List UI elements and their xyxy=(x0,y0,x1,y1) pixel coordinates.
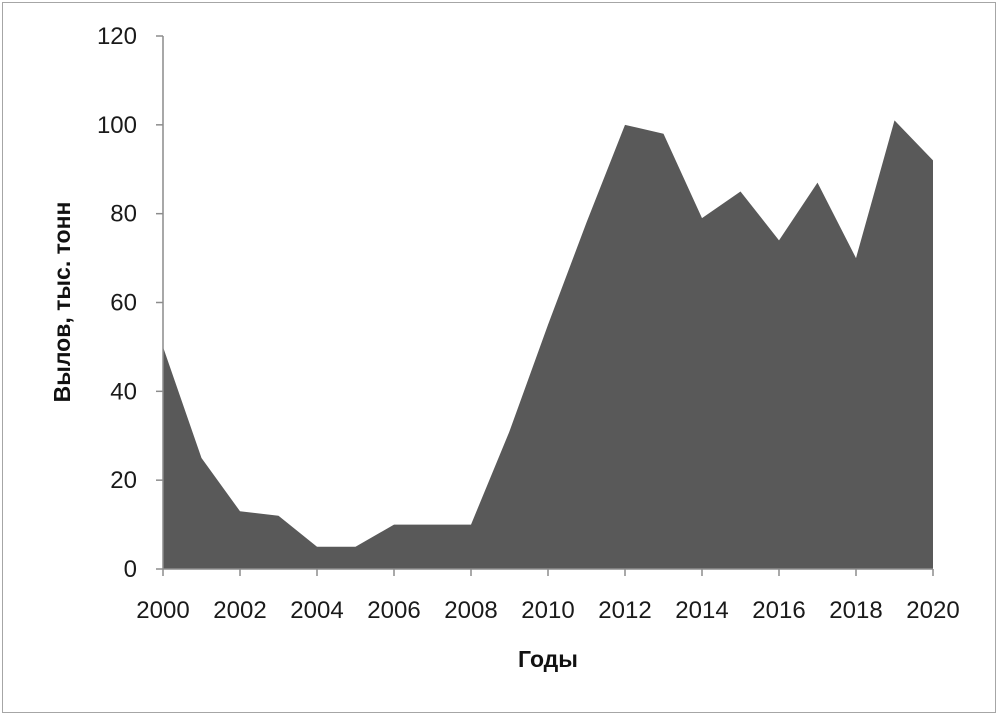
y-tick-label: 0 xyxy=(124,556,137,583)
y-tick-label: 80 xyxy=(110,201,137,228)
x-tick-label: 2010 xyxy=(521,597,574,624)
y-tick-label: 120 xyxy=(97,23,137,50)
y-axis-title: Вылов, тыс. тонн xyxy=(49,202,75,403)
y-tick-label: 40 xyxy=(110,378,137,405)
x-tick-label: 2002 xyxy=(213,597,266,624)
x-tick-label: 2014 xyxy=(675,597,728,624)
plot-area xyxy=(163,120,933,570)
x-tick-label: 2016 xyxy=(752,597,805,624)
x-axis: 2000 2002 2004 2006 2008 2010 2012 2014 2016 2018… xyxy=(136,568,960,624)
x-tick-label: 2012 xyxy=(598,597,651,624)
y-tick-label: 60 xyxy=(110,290,137,317)
x-tick-label: 2006 xyxy=(367,597,420,624)
x-tick-label: 2000 xyxy=(136,597,189,624)
y-tick-label: 100 xyxy=(97,112,137,139)
x-tick-label: 2018 xyxy=(829,597,882,624)
area-series xyxy=(163,120,933,570)
x-axis-title: Годы xyxy=(518,646,578,672)
y-tick-label: 20 xyxy=(110,467,137,494)
y-axis: 0 20 40 60 80 100 120 xyxy=(97,23,164,583)
x-tick-label: 2020 xyxy=(906,597,959,624)
x-tick-label: 2008 xyxy=(444,597,497,624)
x-tick-label: 2004 xyxy=(290,597,343,624)
